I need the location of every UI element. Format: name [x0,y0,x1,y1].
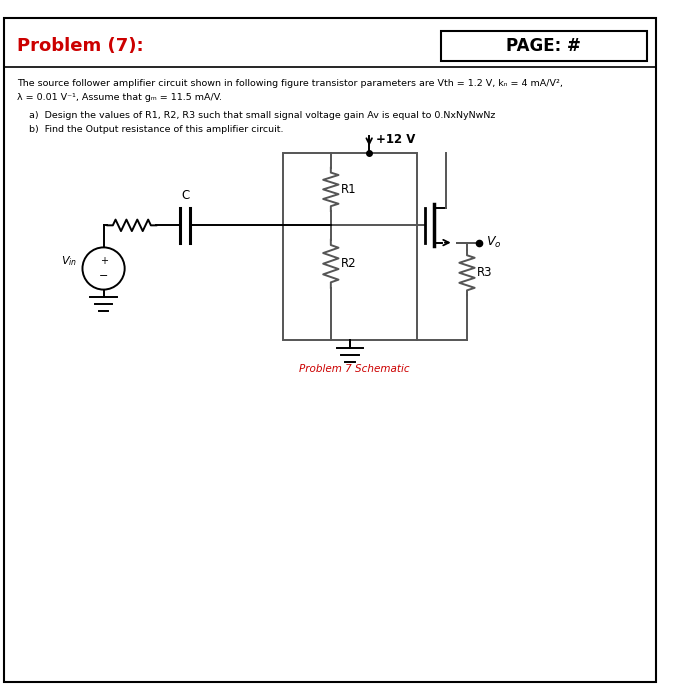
Text: −: − [99,271,108,281]
Text: λ = 0.01 V⁻¹, Assume that gₘ = 11.5 mA/V.: λ = 0.01 V⁻¹, Assume that gₘ = 11.5 mA/V… [17,93,222,102]
Text: R1: R1 [341,183,356,196]
Text: Problem (7):: Problem (7): [17,37,144,55]
Text: C: C [181,189,189,202]
Text: $V_{in}$: $V_{in}$ [61,254,77,267]
Text: a)  Design the values of R1, R2, R3 such that small signal voltage gain Av is eq: a) Design the values of R1, R2, R3 such … [29,111,495,120]
Text: b)  Find the Output resistance of this amplifier circuit.: b) Find the Output resistance of this am… [29,125,283,134]
Text: R3: R3 [477,266,492,279]
Bar [283,153,417,340]
Text: +12 V: +12 V [376,134,416,146]
Bar [441,31,647,62]
Text: PAGE: #: PAGE: # [506,37,581,55]
Text: Problem 7 Schematic: Problem 7 Schematic [299,364,410,374]
Text: +: + [100,256,107,266]
Text: R2: R2 [341,257,356,270]
Text: $V_o$: $V_o$ [486,235,502,250]
Text: The source follower amplifier circuit shown in following figure transistor param: The source follower amplifier circuit sh… [17,79,563,88]
